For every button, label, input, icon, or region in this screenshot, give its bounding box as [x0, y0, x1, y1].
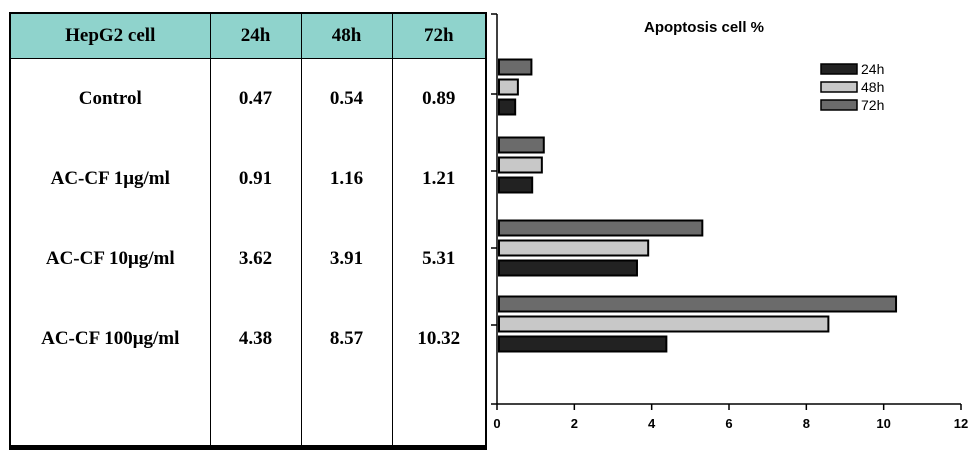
table-row: AC-CF 10μg/ml 3.62 3.91 5.31	[9, 219, 487, 299]
header-24h: 24h	[209, 12, 302, 59]
header-48h: 48h	[300, 12, 393, 59]
legend-swatch-48h	[820, 81, 858, 93]
empty-cell	[391, 379, 487, 448]
apoptosis-bar-chart: Apoptosis cell % 0 2 4 6 8 10 12 24h 48h 72h	[491, 13, 968, 431]
x-tick-label: 10	[876, 416, 890, 431]
row-label: AC-CF 100μg/ml	[9, 299, 211, 379]
axes-group: 0 2 4 6 8 10 12	[491, 13, 968, 431]
cell-24h: 0.47	[209, 58, 302, 139]
cell-48h: 3.91	[300, 219, 393, 299]
bar-72h-0	[498, 58, 533, 76]
legend-swatch-72h	[820, 99, 858, 111]
bar-48h-3	[498, 315, 830, 333]
cell-48h: 0.54	[300, 58, 393, 139]
cell-72h: 5.31	[391, 219, 487, 299]
table-row: Control 0.47 0.54 0.89	[9, 58, 487, 139]
x-tick-label: 8	[803, 416, 810, 431]
empty-cell	[209, 379, 302, 448]
data-table-container: HepG2 cell 24h 48h 72h Control 0.47 0.54…	[9, 12, 487, 450]
cell-48h: 8.57	[300, 299, 393, 379]
bar-48h-1	[498, 156, 543, 174]
x-tick-label: 2	[571, 416, 578, 431]
cell-24h: 4.38	[209, 299, 302, 379]
table-row: AC-CF 1μg/ml 0.91 1.16 1.21	[9, 139, 487, 219]
empty-cell	[300, 379, 393, 448]
header-72h: 72h	[391, 12, 487, 59]
bar-48h-2	[498, 239, 650, 257]
bar-24h-3	[498, 335, 668, 353]
bar-72h-2	[498, 219, 704, 237]
cell-24h: 3.62	[209, 219, 302, 299]
legend-swatch-24h	[820, 63, 858, 75]
header-cell-line: HepG2 cell	[9, 12, 211, 59]
bar-24h-0	[498, 98, 517, 116]
bar-48h-0	[498, 78, 519, 96]
row-label: Control	[9, 58, 211, 139]
table-header-row: HepG2 cell 24h 48h 72h	[9, 12, 487, 59]
bars-group	[498, 58, 898, 353]
x-tick-label: 12	[954, 416, 968, 431]
legend-label-48h: 48h	[861, 79, 884, 95]
legend-label-72h: 72h	[861, 97, 884, 113]
table-empty-row	[9, 379, 487, 448]
row-label: AC-CF 1μg/ml	[9, 139, 211, 219]
cell-72h: 1.21	[391, 139, 487, 219]
x-tick-label: 6	[725, 416, 732, 431]
cell-24h: 0.91	[209, 139, 302, 219]
cell-48h: 1.16	[300, 139, 393, 219]
apoptosis-table: HepG2 cell 24h 48h 72h Control 0.47 0.54…	[9, 12, 487, 450]
empty-cell	[9, 379, 211, 448]
x-tick-label: 0	[493, 416, 500, 431]
chart-title: Apoptosis cell %	[644, 19, 764, 36]
row-label: AC-CF 10μg/ml	[9, 219, 211, 299]
cell-72h: 10.32	[391, 299, 487, 379]
bar-72h-3	[498, 295, 898, 313]
cell-72h: 0.89	[391, 58, 487, 139]
bar-72h-1	[498, 136, 545, 154]
bar-24h-1	[498, 176, 534, 194]
table-row: AC-CF 100μg/ml 4.38 8.57 10.32	[9, 299, 487, 379]
x-tick-label: 4	[648, 416, 656, 431]
bar-24h-2	[498, 259, 638, 277]
chart-legend: 24h 48h 72h	[820, 61, 884, 113]
legend-label-24h: 24h	[861, 61, 884, 77]
